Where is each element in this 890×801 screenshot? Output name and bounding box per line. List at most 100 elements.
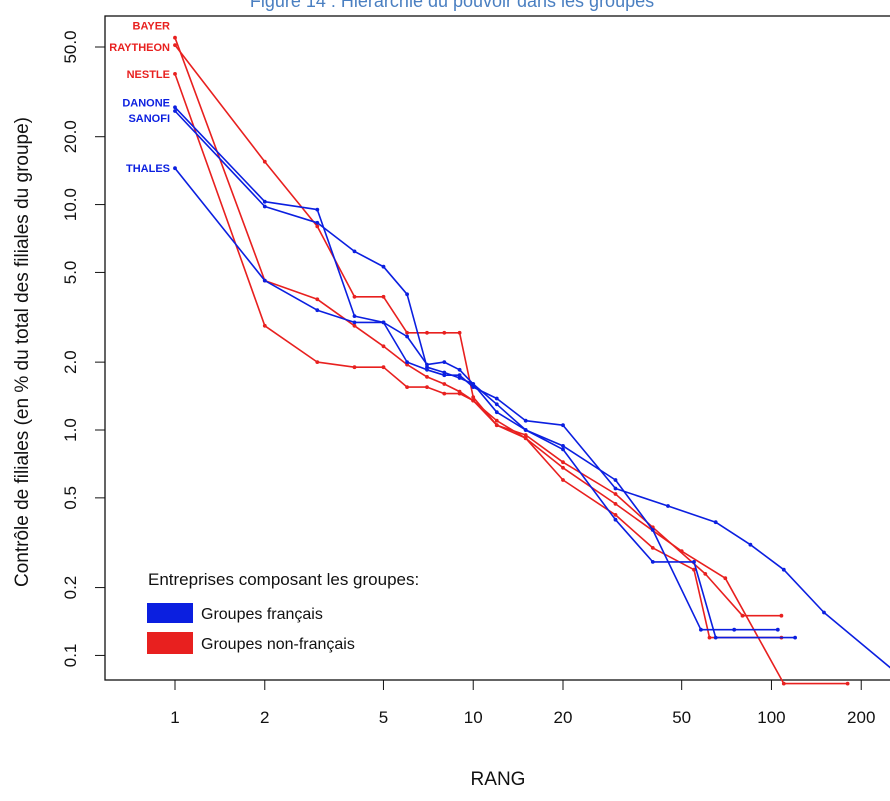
data-point-thales: [352, 320, 357, 325]
data-point-raytheon: [405, 330, 409, 335]
data-point-thales: [315, 308, 320, 313]
y-tick-label: 0.1: [61, 644, 80, 668]
data-point-raytheon: [381, 294, 386, 299]
x-tick-label: 2: [260, 708, 269, 727]
data-point-thales: [494, 410, 499, 415]
data-point-sanofi: [494, 402, 499, 407]
x-tick-label: 10: [464, 708, 483, 727]
series-label-nestle: NESTLE: [127, 69, 170, 81]
series-layer: [173, 35, 890, 686]
data-point-thales: [405, 334, 409, 339]
data-point-danone: [442, 373, 447, 378]
data-point-nestle: [173, 72, 177, 76]
y-tick-label: 1.0: [61, 418, 80, 442]
data-point-danone: [748, 542, 753, 547]
data-point-sanofi: [425, 365, 429, 370]
series-line-bayer: [174, 37, 848, 685]
data-point-raytheon: [613, 492, 618, 496]
legend-label-non-french: Groupes non-français: [201, 636, 355, 653]
data-point-thales: [713, 635, 718, 640]
data-point-danone: [713, 520, 718, 525]
series-line-danone: [174, 106, 890, 669]
y-tick-label: 10.0: [61, 188, 80, 221]
series-line-sanofi: [174, 110, 778, 631]
data-point-thales: [650, 560, 655, 564]
series-label-thales: THALES: [126, 163, 170, 175]
y-tick-label: 50.0: [61, 30, 80, 63]
data-point-danone: [666, 504, 670, 508]
y-tick-label: 20.0: [61, 120, 80, 153]
series-line-nestle: [174, 73, 782, 639]
legend: Entreprises composant les groupes: Group…: [147, 570, 419, 654]
data-point-raytheon: [561, 460, 565, 465]
data-point-danone: [405, 360, 409, 364]
data-point-bayer: [315, 297, 320, 302]
data-point-danone: [613, 486, 618, 491]
data-point-thales: [173, 166, 177, 171]
data-point-nestle: [262, 323, 267, 328]
data-point-danone: [494, 396, 499, 401]
data-point-raytheon: [262, 159, 267, 164]
series-line-raytheon: [174, 44, 782, 617]
data-point-thales: [457, 367, 462, 372]
data-point-danone: [352, 314, 357, 318]
data-point-bayer: [381, 344, 386, 349]
data-point-bayer: [845, 681, 850, 686]
data-point-nestle: [561, 478, 565, 482]
legend-swatch-french: [147, 603, 193, 623]
data-point-raytheon: [352, 294, 357, 299]
data-point-bayer: [352, 323, 357, 328]
series-label-raytheon: RAYTHEON: [109, 42, 170, 54]
data-point-sanofi: [173, 109, 177, 113]
data-point-sanofi: [561, 444, 565, 448]
data-point-raytheon: [523, 433, 528, 437]
data-point-danone: [781, 567, 786, 572]
data-point-nestle: [315, 360, 320, 364]
data-point-thales: [425, 362, 429, 367]
data-point-raytheon: [442, 330, 447, 335]
data-point-danone: [315, 207, 320, 212]
data-point-nestle: [352, 365, 357, 370]
data-point-nestle: [650, 546, 655, 550]
legend-swatch-non-french: [147, 632, 193, 654]
data-point-sanofi: [732, 627, 737, 632]
legend-label-french: Groupes français: [201, 606, 323, 623]
x-axis: 1 2 5 10 20 50 100 200: [170, 679, 875, 727]
data-point-nestle: [405, 385, 409, 389]
data-point-bayer: [561, 465, 565, 470]
x-tick-label: 50: [672, 708, 691, 727]
data-point-nestle: [613, 513, 618, 517]
series-label-danone: DANONE: [122, 97, 170, 109]
data-point-raytheon: [471, 395, 476, 399]
data-point-danone: [523, 418, 528, 423]
data-point-raytheon: [425, 330, 429, 335]
x-tick-label: 200: [847, 708, 875, 727]
data-point-bayer: [442, 382, 447, 386]
data-point-nestle: [425, 385, 429, 389]
data-point-danone: [822, 610, 826, 615]
data-point-sanofi: [650, 528, 655, 532]
y-axis-title: Contrôle de filiales (en % du total des …: [12, 117, 33, 587]
x-axis-title: RANG: [471, 769, 526, 790]
legend-title: Entreprises composant les groupes:: [148, 570, 419, 589]
data-point-sanofi: [457, 376, 462, 380]
data-point-thales: [523, 428, 528, 432]
data-point-nestle: [471, 398, 476, 403]
data-point-sanofi: [405, 292, 409, 297]
company-labels: BAYER RAYTHEON NESTLE DANONE SANOFI THALES: [109, 21, 171, 175]
y-tick-label: 0.2: [61, 576, 80, 600]
data-point-raytheon: [173, 43, 177, 47]
figure-title: Figure 14 : Hiérarchie du pouvoir dans l…: [250, 0, 654, 11]
data-point-sanofi: [775, 627, 780, 632]
series-label-bayer: BAYER: [133, 21, 171, 33]
data-point-thales: [793, 635, 797, 640]
data-point-thales: [262, 278, 267, 283]
data-point-nestle: [494, 423, 499, 428]
x-tick-label: 1: [170, 708, 179, 727]
data-point-sanofi: [699, 627, 703, 632]
data-point-bayer: [613, 502, 618, 506]
series-label-sanofi: SANOFI: [128, 113, 170, 125]
x-tick-label: 100: [757, 708, 785, 727]
data-point-bayer: [781, 681, 786, 686]
data-point-nestle: [442, 391, 447, 396]
